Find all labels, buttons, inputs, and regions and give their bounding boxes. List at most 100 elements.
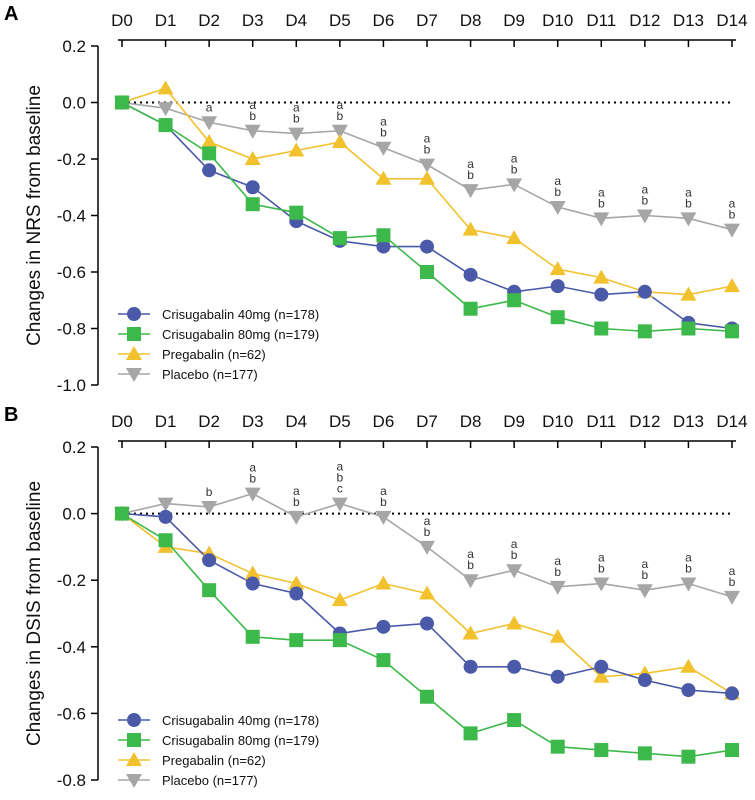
data-point <box>332 231 347 246</box>
panel-letter: A <box>4 3 18 25</box>
data-point <box>376 619 391 634</box>
significance-annotation: b <box>554 185 561 199</box>
data-point <box>288 575 305 590</box>
y-tick-label: -0.8 <box>57 771 86 790</box>
data-point <box>636 584 653 599</box>
x-tick-label: D0 <box>111 412 133 431</box>
significance-annotation: b <box>598 562 605 576</box>
significance-annotation: b <box>467 168 474 182</box>
significance-annotation: b <box>424 143 431 157</box>
data-point <box>463 301 478 316</box>
significance-annotation: a <box>642 183 649 197</box>
data-point <box>506 615 523 630</box>
data-point <box>288 127 305 142</box>
significance-annotation: a <box>293 101 300 115</box>
data-point <box>158 118 173 133</box>
significance-annotation: b <box>729 208 736 222</box>
legend-marker <box>126 774 142 788</box>
x-tick-label: D6 <box>373 11 395 30</box>
data-point <box>725 686 739 701</box>
data-point <box>376 239 391 254</box>
data-point <box>549 261 566 276</box>
data-point <box>680 286 697 301</box>
legend-marker <box>127 307 141 321</box>
x-tick-label: D5 <box>329 11 351 30</box>
x-tick-label: D1 <box>155 412 177 431</box>
x-tick-label: D4 <box>285 412 307 431</box>
data-point <box>506 230 523 245</box>
y-tick-label: -0.4 <box>57 638 86 657</box>
data-point <box>507 713 522 728</box>
legend-marker <box>126 752 142 766</box>
x-tick-label: D14 <box>716 11 747 30</box>
data-point <box>550 669 565 684</box>
significance-annotation: a <box>685 551 692 565</box>
data-point <box>245 576 260 591</box>
data-point <box>680 577 697 592</box>
series-line <box>121 512 733 695</box>
significance-annotation: b <box>511 548 518 562</box>
data-point <box>420 265 434 279</box>
data-point <box>245 180 260 195</box>
significance-annotation: a <box>729 564 736 578</box>
significance-annotation: a <box>642 557 649 571</box>
data-point <box>593 577 610 592</box>
data-point <box>201 134 218 149</box>
data-point <box>289 205 304 220</box>
data-point <box>680 212 697 227</box>
y-tick-label: -1.0 <box>57 376 86 395</box>
x-tick-label: D5 <box>329 412 351 431</box>
significance-annotation: b <box>206 485 213 499</box>
data-point <box>463 267 478 282</box>
data-point <box>549 201 566 216</box>
data-point <box>637 746 652 761</box>
data-point <box>157 102 174 117</box>
panel-a: A 0.2 0.0 -0.2 -0.4 -0.6 -0.8 -1.0 D0 D1 D2 D3 D4 D5 D… <box>4 3 748 395</box>
x-tick-label: D1 <box>155 11 177 30</box>
x-tick-label: D13 <box>673 11 704 30</box>
data-point <box>550 739 565 754</box>
legend-label: Crisugabalin 80mg (n=179) <box>162 327 319 342</box>
significance-annotation: b <box>380 126 387 140</box>
data-point <box>681 321 696 336</box>
legend-marker <box>127 713 141 727</box>
data-point <box>115 506 129 521</box>
data-point <box>157 80 174 95</box>
data-point <box>506 564 523 579</box>
x-tick-label: D11 <box>586 11 616 30</box>
legend-label: Crisugabalin 80mg (n=179) <box>162 733 319 748</box>
significance-annotation: a <box>249 461 256 475</box>
significance-annotation: a <box>511 151 518 165</box>
significance-annotation: a <box>554 174 561 188</box>
data-point <box>462 625 479 640</box>
significance-annotation: a <box>337 98 344 112</box>
data-point <box>637 673 652 688</box>
x-tick-label: D7 <box>416 11 438 30</box>
legend-label: Placebo (n=177) <box>162 773 258 788</box>
significance-annotation: a <box>337 460 344 474</box>
data-point <box>419 170 435 185</box>
data-point <box>158 509 173 524</box>
data-point <box>636 209 653 224</box>
significance-annotation: a <box>598 185 605 199</box>
x-tick-label: D14 <box>716 412 747 431</box>
x-tick-label: D4 <box>285 11 307 30</box>
significance-annotation: b <box>598 196 605 210</box>
data-point <box>462 221 479 236</box>
data-point <box>681 749 696 764</box>
significance-annotation: a <box>249 98 256 112</box>
significance-annotation: b <box>249 109 256 123</box>
data-point <box>550 279 565 294</box>
data-point <box>419 585 435 600</box>
panel-b: B 0.2 0.0 -0.2 -0.4 -0.6 -0.8 D0 D1 D2 D3 D4 D5 D6 D7 D… <box>4 404 748 790</box>
significance-annotation: a <box>424 132 431 146</box>
data-point <box>375 170 392 185</box>
data-point <box>420 239 434 254</box>
significance-annotation: a <box>293 484 300 498</box>
significance-annotation: a <box>554 554 561 568</box>
data-point <box>157 497 174 512</box>
significance-annotation: b <box>554 565 561 579</box>
significance-annotation: b <box>511 162 518 176</box>
x-tick-label: D2 <box>198 412 220 431</box>
